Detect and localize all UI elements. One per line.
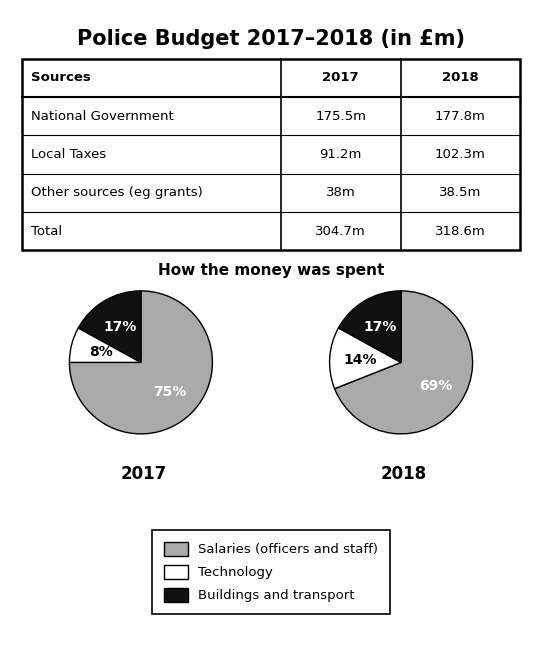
Text: How the money was spent: How the money was spent bbox=[158, 263, 384, 278]
Wedge shape bbox=[69, 291, 212, 434]
Text: Sources: Sources bbox=[31, 71, 91, 84]
Text: 38.5m: 38.5m bbox=[440, 187, 482, 199]
Legend: Salaries (officers and staff), Technology, Buildings and transport: Salaries (officers and staff), Technolog… bbox=[152, 530, 390, 614]
Wedge shape bbox=[334, 291, 473, 434]
Wedge shape bbox=[78, 291, 141, 363]
Text: 2018: 2018 bbox=[442, 71, 479, 84]
Text: 75%: 75% bbox=[153, 385, 187, 398]
Text: Other sources (eg grants): Other sources (eg grants) bbox=[31, 187, 202, 199]
Text: Local Taxes: Local Taxes bbox=[31, 148, 106, 161]
Text: National Government: National Government bbox=[31, 109, 173, 122]
Text: 69%: 69% bbox=[419, 379, 452, 393]
Text: 14%: 14% bbox=[343, 353, 377, 367]
Text: 102.3m: 102.3m bbox=[435, 148, 486, 161]
Text: 2017: 2017 bbox=[322, 71, 359, 84]
Text: 17%: 17% bbox=[363, 320, 397, 333]
Text: 304.7m: 304.7m bbox=[315, 225, 366, 237]
Text: 8%: 8% bbox=[89, 345, 113, 359]
Wedge shape bbox=[330, 328, 401, 389]
Text: 38m: 38m bbox=[326, 187, 356, 199]
Text: 318.6m: 318.6m bbox=[435, 225, 486, 237]
Text: 91.2m: 91.2m bbox=[320, 148, 362, 161]
Text: 2017: 2017 bbox=[120, 465, 167, 483]
Text: 17%: 17% bbox=[103, 320, 137, 333]
Text: Total: Total bbox=[31, 225, 62, 237]
Wedge shape bbox=[338, 291, 401, 363]
Text: Police Budget 2017–2018 (in £m): Police Budget 2017–2018 (in £m) bbox=[77, 29, 465, 49]
Text: 177.8m: 177.8m bbox=[435, 109, 486, 122]
Text: 175.5m: 175.5m bbox=[315, 109, 366, 122]
Text: 2018: 2018 bbox=[380, 465, 427, 483]
Wedge shape bbox=[69, 328, 141, 363]
